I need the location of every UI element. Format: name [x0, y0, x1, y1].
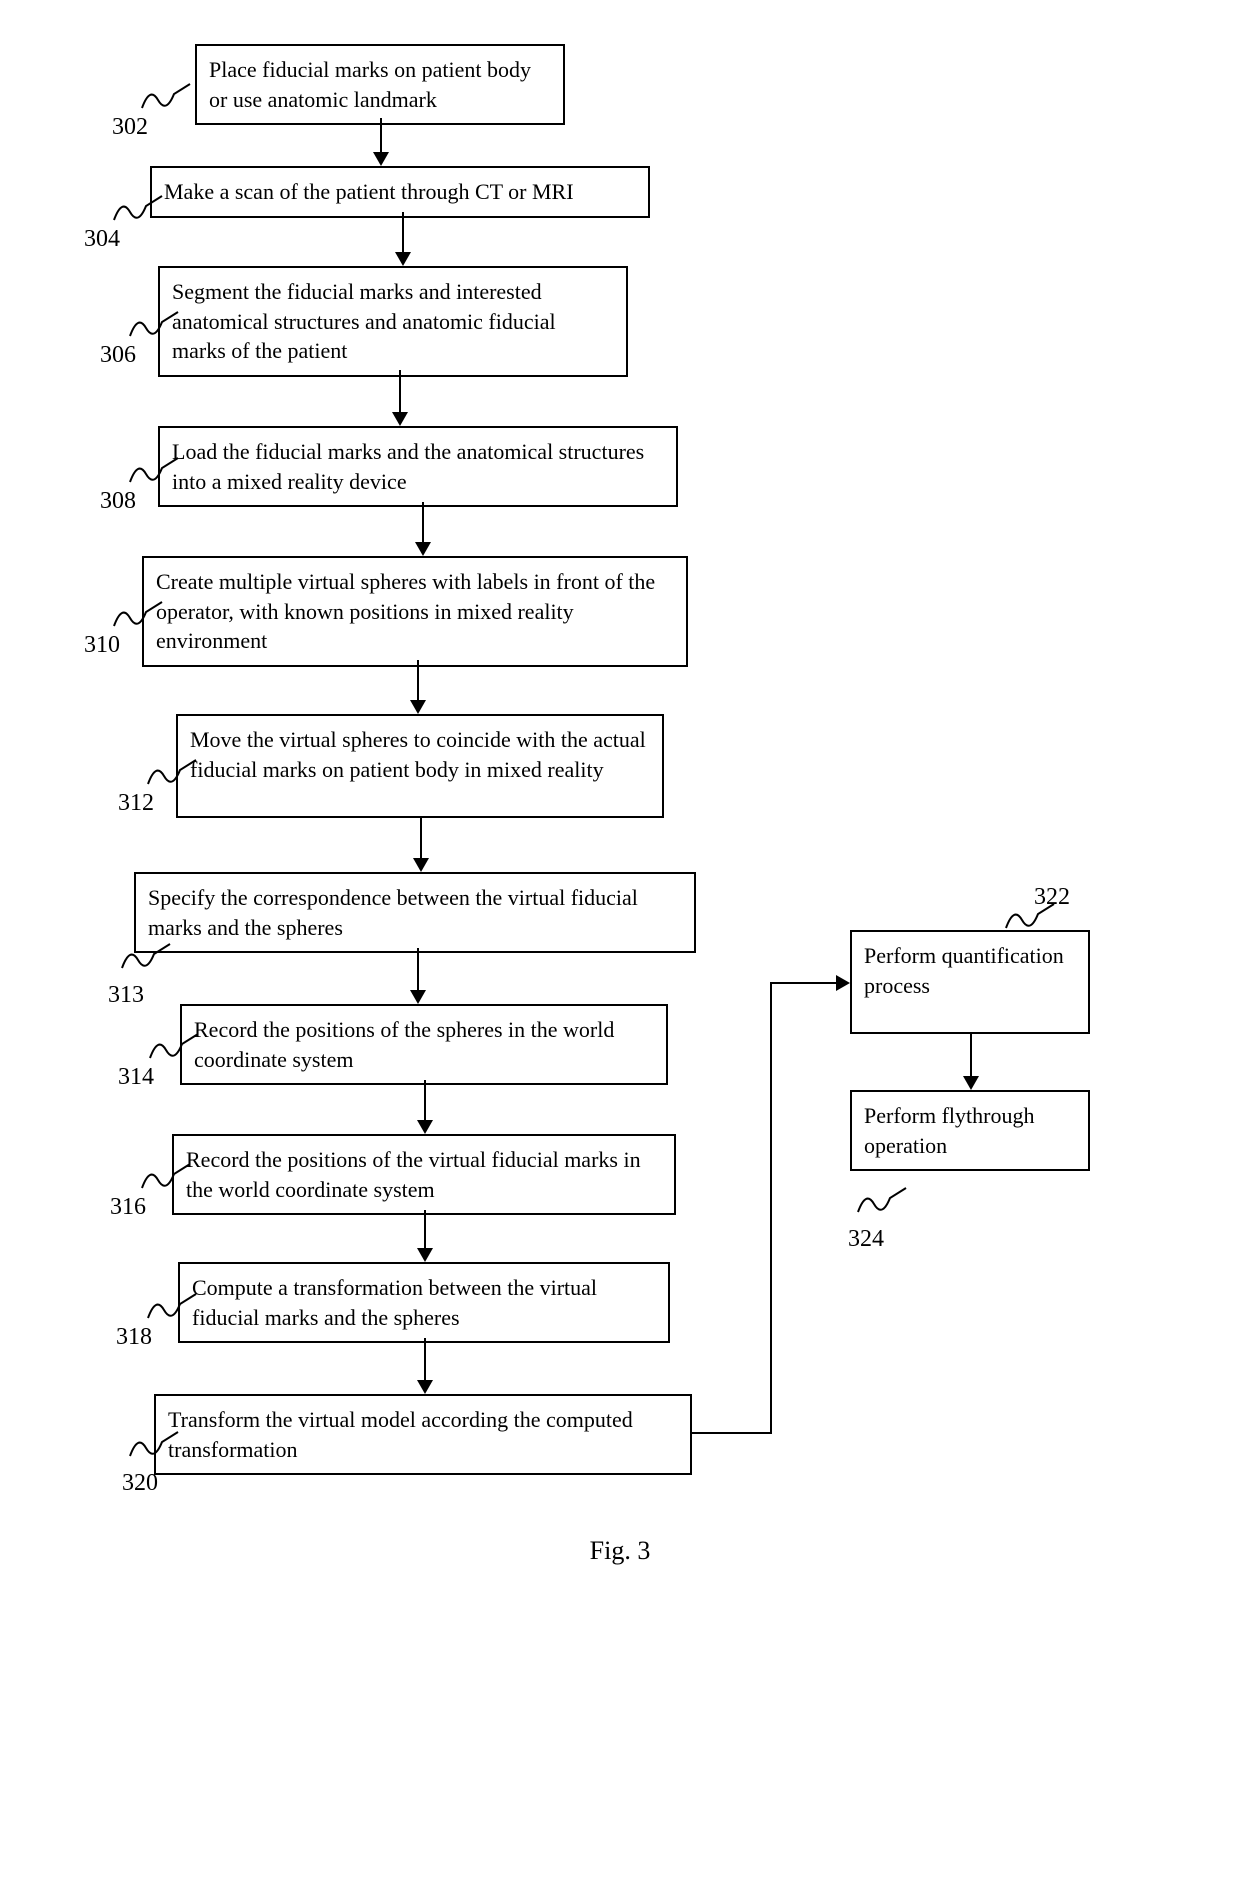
- flow-node-318: Compute a transformation between the vir…: [178, 1262, 670, 1343]
- flow-node-text: Move the virtual spheres to coincide wit…: [190, 727, 646, 782]
- ref-connector-squiggle: [128, 454, 184, 484]
- arrow-head-down-icon: [415, 542, 431, 556]
- flow-node-text: Transform the virtual model according th…: [168, 1407, 633, 1462]
- ref-label-308: 308: [100, 488, 136, 515]
- arrow-head-down-icon: [410, 990, 426, 1004]
- ref-connector-squiggle: [112, 598, 168, 628]
- ref-label-302: 302: [112, 114, 148, 141]
- flow-node-text: Specify the correspondence between the v…: [148, 885, 638, 940]
- ref-connector-squiggle: [140, 1160, 196, 1190]
- arrow-line: [692, 1432, 770, 1434]
- ref-connector-squiggle: [112, 192, 168, 222]
- ref-label-306: 306: [100, 342, 136, 369]
- ref-connector-squiggle: [1004, 900, 1060, 930]
- ref-label-310: 310: [84, 632, 120, 659]
- ref-connector-squiggle: [148, 1030, 204, 1060]
- ref-label-318: 318: [116, 1324, 152, 1351]
- ref-connector-squiggle: [146, 1290, 202, 1320]
- ref-label-313: 313: [108, 982, 144, 1009]
- flow-node-310: Create multiple virtual spheres with lab…: [142, 556, 688, 667]
- flow-node-text: Record the positions of the spheres in t…: [194, 1017, 614, 1072]
- arrow-head-down-icon: [413, 858, 429, 872]
- flow-node-text: Record the positions of the virtual fidu…: [186, 1147, 641, 1202]
- flow-node-322: Perform quantification process: [850, 930, 1090, 1034]
- flow-node-320: Transform the virtual model according th…: [154, 1394, 692, 1475]
- ref-label-324: 324: [848, 1226, 884, 1253]
- flow-node-316: Record the positions of the virtual fidu…: [172, 1134, 676, 1215]
- flow-node-text: Perform quantification process: [864, 943, 1064, 998]
- flow-node-313: Specify the correspondence between the v…: [134, 872, 696, 953]
- arrow-head-down-icon: [417, 1120, 433, 1134]
- ref-label-320: 320: [122, 1470, 158, 1497]
- flow-node-308: Load the fiducial marks and the anatomic…: [158, 426, 678, 507]
- arrow-line: [970, 1034, 972, 1078]
- ref-connector-squiggle: [146, 756, 202, 786]
- flow-node-text: Place fiducial marks on patient body or …: [209, 57, 531, 112]
- arrow-head-down-icon: [395, 252, 411, 266]
- arrow-line: [424, 1338, 426, 1382]
- arrow-line: [424, 1080, 426, 1122]
- arrow-head-down-icon: [417, 1380, 433, 1394]
- flow-node-302: Place fiducial marks on patient body or …: [195, 44, 565, 125]
- arrow-head-down-icon: [963, 1076, 979, 1090]
- arrow-head-down-icon: [392, 412, 408, 426]
- arrow-line: [399, 370, 401, 414]
- arrow-line: [422, 502, 424, 544]
- flow-node-text: Create multiple virtual spheres with lab…: [156, 569, 655, 653]
- arrow-line: [770, 982, 838, 984]
- ref-connector-squiggle: [128, 308, 184, 338]
- flow-node-text: Segment the fiducial marks and intereste…: [172, 279, 556, 363]
- ref-label-316: 316: [110, 1194, 146, 1221]
- arrow-head-down-icon: [373, 152, 389, 166]
- flow-node-306: Segment the fiducial marks and intereste…: [158, 266, 628, 377]
- arrow-head-down-icon: [417, 1248, 433, 1262]
- arrow-line: [770, 982, 772, 1434]
- arrow-line: [417, 660, 419, 702]
- flow-node-text: Load the fiducial marks and the anatomic…: [172, 439, 644, 494]
- flow-node-text: Make a scan of the patient through CT or…: [164, 179, 574, 204]
- figure-caption: Fig. 3: [0, 1536, 1240, 1566]
- ref-connector-squiggle: [140, 80, 196, 110]
- flow-node-304: Make a scan of the patient through CT or…: [150, 166, 650, 218]
- arrow-line: [402, 212, 404, 254]
- arrow-head-right-icon: [836, 975, 850, 991]
- arrow-line: [420, 818, 422, 860]
- ref-connector-squiggle: [120, 940, 176, 970]
- ref-connector-squiggle: [856, 1184, 912, 1214]
- flow-node-314: Record the positions of the spheres in t…: [180, 1004, 668, 1085]
- ref-label-304: 304: [84, 226, 120, 253]
- ref-label-314: 314: [118, 1064, 154, 1091]
- flow-node-text: Compute a transformation between the vir…: [192, 1275, 597, 1330]
- arrow-head-down-icon: [410, 700, 426, 714]
- arrow-line: [417, 948, 419, 992]
- arrow-line: [380, 118, 382, 154]
- arrow-line: [424, 1210, 426, 1250]
- flow-node-text: Perform flythrough operation: [864, 1103, 1034, 1158]
- ref-label-312: 312: [118, 790, 154, 817]
- flow-node-324: Perform flythrough operation: [850, 1090, 1090, 1171]
- ref-connector-squiggle: [128, 1428, 184, 1458]
- flow-node-312: Move the virtual spheres to coincide wit…: [176, 714, 664, 818]
